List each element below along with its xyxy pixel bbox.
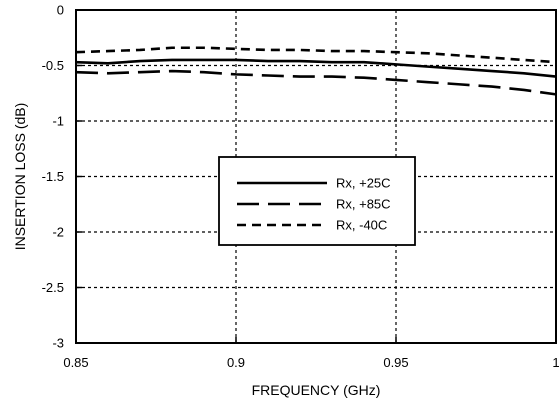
legend: Rx, +25C Rx, +85C Rx, -40C xyxy=(218,156,416,246)
series-line-1 xyxy=(75,58,557,78)
x-tick-label: 0.9 xyxy=(227,355,245,370)
series-lines xyxy=(75,46,557,96)
y-tick-label: -2.5 xyxy=(42,280,64,295)
legend-label-2: Rx, +85C xyxy=(336,197,391,212)
series-line-2 xyxy=(75,69,557,96)
x-tick-label: 0.85 xyxy=(63,355,88,370)
y-tick-label: -0.5 xyxy=(42,58,64,73)
y-tick-label: -1.5 xyxy=(42,169,64,184)
legend-box xyxy=(218,156,416,246)
y-tick-label: -1 xyxy=(52,114,64,129)
legend-label-1: Rx, +25C xyxy=(336,176,391,191)
y-tick-label: -3 xyxy=(52,336,64,351)
y-ticks: 0 -0.5 -1 -1.5 -2 -2.5 -3 xyxy=(42,3,82,351)
x-tick-label: 0.95 xyxy=(383,355,408,370)
series-line-3 xyxy=(75,46,557,64)
y-tick-label: -2 xyxy=(52,225,64,240)
y-axis-label: INSERTION LOSS (dB) xyxy=(12,103,28,251)
legend-label-3: Rx, -40C xyxy=(336,218,387,233)
x-axis-label: FREQUENCY (GHz) xyxy=(252,382,381,398)
y-tick-label: 0 xyxy=(57,3,64,18)
x-tick-label: 1 xyxy=(552,355,559,370)
x-ticks: 0.85 0.9 0.95 1 xyxy=(63,337,559,370)
